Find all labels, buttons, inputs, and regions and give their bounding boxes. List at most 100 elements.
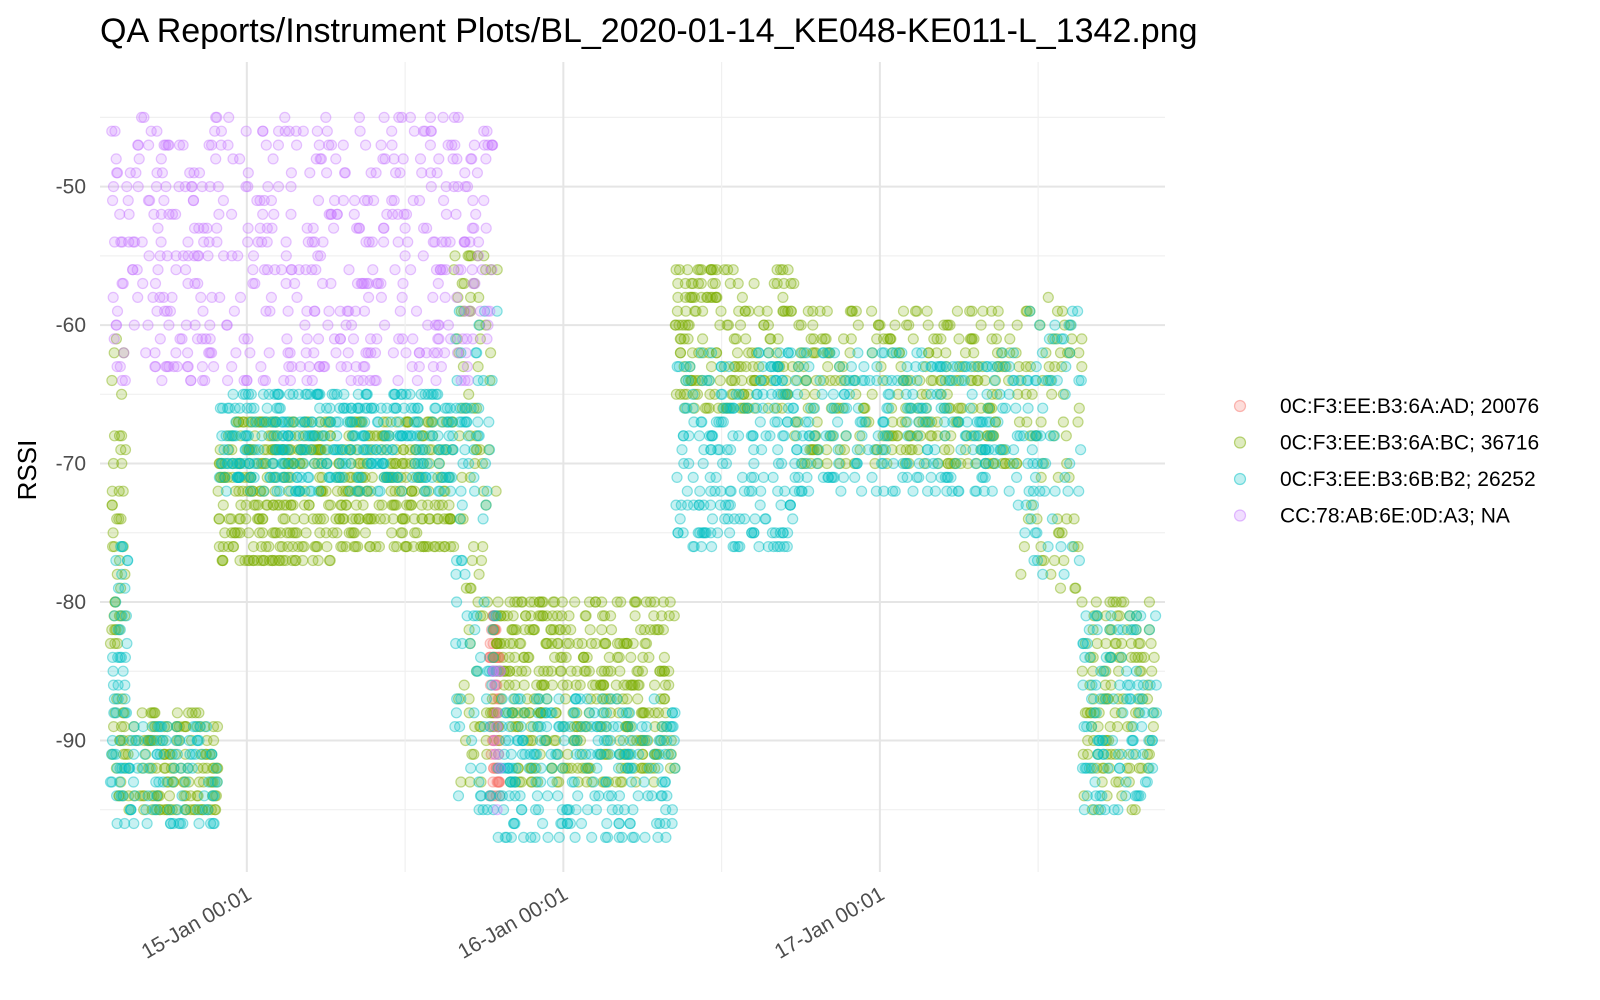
- data-point: [486, 651, 498, 664]
- data-point: [624, 817, 636, 830]
- data-point: [269, 471, 281, 483]
- data-point: [707, 277, 719, 290]
- data-point: [585, 637, 598, 650]
- data-point: [213, 513, 225, 525]
- data-point: [503, 734, 515, 747]
- data-point: [121, 181, 133, 193]
- data-point: [1029, 527, 1042, 539]
- data-point: [194, 720, 206, 733]
- data-point: [588, 707, 600, 719]
- data-point: [232, 527, 244, 539]
- data-point: [1074, 444, 1087, 456]
- data-point: [261, 402, 273, 414]
- data-point: [267, 444, 279, 456]
- data-point: [205, 748, 218, 760]
- data-point: [310, 444, 322, 456]
- data-point: [284, 374, 296, 387]
- data-point: [546, 776, 558, 788]
- data-point: [297, 554, 309, 567]
- data-point: [340, 540, 352, 553]
- data-point: [249, 277, 261, 290]
- data-point: [217, 554, 229, 567]
- data-point: [1021, 416, 1033, 428]
- data-point: [591, 762, 603, 774]
- data-point: [1084, 651, 1096, 664]
- data-point: [528, 624, 540, 636]
- data-point: [1037, 402, 1049, 414]
- data-point: [838, 402, 850, 414]
- data-point: [311, 540, 323, 553]
- data-point: [350, 540, 362, 553]
- data-point: [481, 485, 493, 497]
- data-point: [137, 720, 149, 733]
- data-point: [264, 416, 277, 428]
- data-point: [556, 610, 568, 622]
- data-point: [373, 540, 385, 553]
- data-point: [179, 748, 191, 760]
- data-point: [150, 361, 162, 373]
- data-point: [364, 444, 376, 456]
- data-point: [432, 444, 445, 456]
- data-point: [430, 374, 442, 387]
- data-point: [468, 471, 480, 483]
- data-point: [337, 485, 349, 497]
- data-point: [307, 222, 319, 234]
- data-point: [242, 554, 254, 567]
- data-point: [992, 416, 1004, 428]
- data-point: [210, 762, 222, 774]
- data-point: [243, 444, 255, 456]
- data-point: [785, 277, 797, 290]
- data-point: [158, 804, 170, 816]
- data-point: [480, 707, 493, 719]
- data-point: [422, 499, 434, 511]
- data-point: [151, 734, 163, 747]
- data-point: [351, 444, 363, 456]
- data-point: [276, 457, 288, 470]
- data-point: [396, 527, 409, 539]
- data-point: [683, 457, 695, 470]
- data-point: [803, 361, 815, 373]
- data-point: [107, 679, 120, 691]
- data-point: [314, 471, 326, 483]
- data-point: [225, 513, 237, 525]
- data-point: [640, 637, 653, 650]
- data-point: [416, 430, 428, 442]
- data-point: [303, 416, 315, 428]
- data-point: [1015, 568, 1027, 580]
- data-point: [203, 776, 215, 788]
- data-point: [233, 457, 245, 470]
- data-point: [397, 444, 410, 456]
- legend-label: 0C:F3:EE:B3:6A:AD; 20076: [1280, 395, 1539, 418]
- data-point: [301, 333, 313, 345]
- data-point: [1112, 804, 1124, 816]
- data-point: [313, 361, 326, 373]
- data-point: [529, 804, 542, 816]
- data-point: [321, 457, 333, 470]
- data-point: [114, 734, 126, 747]
- data-point: [261, 236, 273, 248]
- data-point: [1030, 430, 1042, 442]
- data-point: [473, 568, 485, 580]
- data-point: [681, 402, 693, 414]
- data-point: [1076, 333, 1088, 345]
- data-point: [192, 762, 204, 774]
- data-point: [1049, 485, 1061, 497]
- data-point: [698, 499, 710, 511]
- data-point: [206, 776, 218, 788]
- data-point: [138, 111, 150, 124]
- data-point: [484, 651, 496, 664]
- data-point: [1056, 527, 1068, 539]
- data-point: [408, 513, 420, 525]
- data-point: [113, 513, 125, 525]
- data-point: [266, 444, 278, 456]
- data-point: [941, 402, 953, 414]
- data-point: [988, 444, 1001, 456]
- data-point: [319, 416, 331, 428]
- data-point: [212, 485, 224, 497]
- data-point: [154, 250, 166, 262]
- data-point: [629, 610, 641, 622]
- data-point: [240, 181, 252, 193]
- data-point: [1020, 361, 1032, 373]
- data-point: [331, 430, 343, 442]
- data-point: [248, 471, 260, 483]
